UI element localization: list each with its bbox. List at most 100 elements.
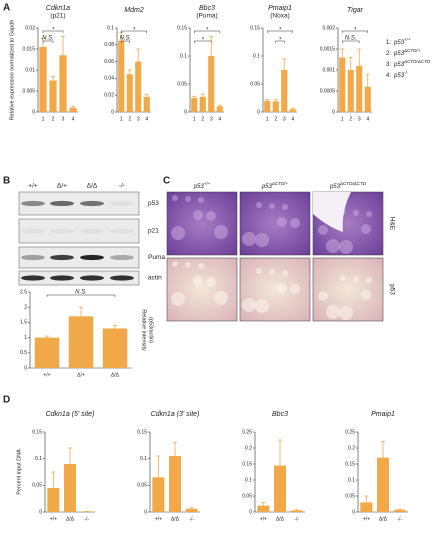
y-tick-label: 0 [111, 109, 114, 115]
tissue-texture [353, 210, 359, 216]
y-tick-label: 1.5 [20, 320, 27, 326]
x-tick-label: 1 [341, 116, 344, 122]
bar [135, 61, 142, 112]
bar-chart: Bbc3 0 0.05 0.1 0.15 0.2 0.25 +/+ Δ/Δ -/- [242, 411, 305, 522]
tissue-texture [171, 226, 185, 240]
tissue-texture [282, 204, 288, 210]
x-tick-label: +/+ [50, 516, 57, 522]
chart-title: Tigar [347, 7, 364, 14]
bar [69, 107, 77, 112]
bar [118, 40, 125, 112]
bar [339, 57, 346, 112]
bar-chart: Pmaip1(Noxa) 0 0.05 0.1 0.15 1 2 3 4 * * [250, 5, 297, 122]
x-tick-label: +/+ [43, 372, 50, 378]
tissue-texture [269, 203, 275, 209]
significance-label: N.S. [75, 290, 87, 296]
x-tick-label: 1 [193, 116, 196, 122]
x-tick-label: 4 [291, 116, 294, 122]
panel-letter: A [3, 3, 10, 14]
y-tick-label: 0.1 [180, 53, 187, 59]
genotype-superscript: +/+ [404, 37, 411, 42]
gene-name: p53 [393, 62, 405, 68]
blot-row-label: Puma [148, 254, 165, 261]
y-tick-label: 0 [249, 509, 252, 515]
gene-name: p53 [393, 73, 405, 79]
significance-label: * [279, 28, 282, 34]
tissue-texture [318, 225, 328, 235]
tissue-texture [206, 211, 216, 221]
blot-row-label: actin [148, 275, 162, 282]
bar [185, 508, 198, 512]
y-tick-label: 0.05 [345, 493, 355, 499]
tissue-texture [340, 275, 346, 281]
y-tick-label: 0 [39, 509, 42, 515]
significance-label: N.S. [42, 36, 54, 42]
x-tick-label: +/+ [260, 516, 267, 522]
y-tick-label: 0.04 [104, 76, 114, 82]
genotype-superscript: ΔCTD/ΔCTD [403, 59, 431, 64]
y-tick-label: 0.1 [348, 477, 355, 483]
y-tick-label: 0.25 [345, 429, 355, 435]
tissue-texture [242, 232, 256, 246]
significance-bracket [42, 40, 54, 43]
bar-chart: Mdm2 0 0.02 0.04 0.06 0.08 0.1 1 2 3 4 *N.S. [104, 7, 151, 122]
x-tick-label: Δ/+ [77, 372, 85, 378]
y-tick-label: 0 [332, 109, 335, 115]
x-tick-label: -/- [189, 516, 194, 522]
tissue-texture [256, 202, 262, 208]
tissue-texture [318, 291, 328, 301]
blot-band [110, 254, 134, 261]
tissue-texture [339, 240, 353, 254]
y-tick-label: 0.05 [137, 483, 147, 489]
x-tick-label: 2 [128, 116, 131, 122]
significance-bracket [342, 40, 360, 43]
y-tick-label: 0.01 [25, 67, 35, 73]
bar [47, 488, 60, 512]
y-tick-label: 0.1 [245, 477, 252, 483]
bar [208, 56, 215, 112]
bar [143, 96, 150, 112]
tissue-texture [214, 291, 228, 305]
y-tick-label: 0 [352, 509, 355, 515]
bar [393, 509, 406, 512]
chart-subtitle: (Puma) [196, 13, 217, 20]
bar [257, 505, 270, 512]
tissue-texture [256, 268, 262, 274]
tissue-texture [206, 277, 216, 287]
significance-label: N.S. [345, 36, 357, 42]
y-tick-label: 0.015 [22, 46, 35, 52]
y-tick-label: 0.15 [137, 429, 147, 435]
x-tick-label: 4 [145, 116, 148, 122]
blot-band [21, 275, 45, 281]
tissue-texture [242, 298, 256, 312]
y-tick-label: 0.15 [345, 461, 355, 467]
x-tick-label: 3 [210, 116, 213, 122]
y-tick-label: 0.5 [20, 350, 27, 356]
histology-image [312, 257, 384, 322]
panel-letter: B [3, 176, 10, 187]
significance-bracket [267, 30, 293, 33]
tissue-texture [172, 195, 178, 201]
x-tick-label: 4 [218, 116, 221, 122]
y-tick-label: 2 [24, 305, 27, 311]
bar [364, 86, 371, 112]
histology-image [239, 257, 311, 322]
x-tick-label: 2 [201, 116, 204, 122]
blot-band [110, 200, 134, 207]
x-tick-label: -/- [84, 516, 89, 522]
genotype-label: 1: p53+/+ [386, 37, 411, 46]
genotype-superscript: ΔCTD/+ [403, 48, 421, 53]
x-tick-label: 4 [72, 116, 75, 122]
bar [39, 46, 47, 112]
y-tick-label: 0 [144, 509, 147, 515]
y-axis-label: Percent input DNA [16, 449, 22, 495]
chart-title: Cdkn1a [46, 5, 70, 12]
genotype-label: p53ΔCTD/ΔCTD [329, 181, 367, 190]
y-tick-label: 0.05 [250, 81, 260, 87]
tissue-texture [171, 292, 185, 306]
x-tick-label: -/- [294, 516, 299, 522]
blot-band [21, 200, 45, 207]
y-tick-label: 0.15 [32, 429, 42, 435]
tissue-texture [185, 262, 191, 268]
y-tick-label: 0.02 [25, 25, 35, 31]
